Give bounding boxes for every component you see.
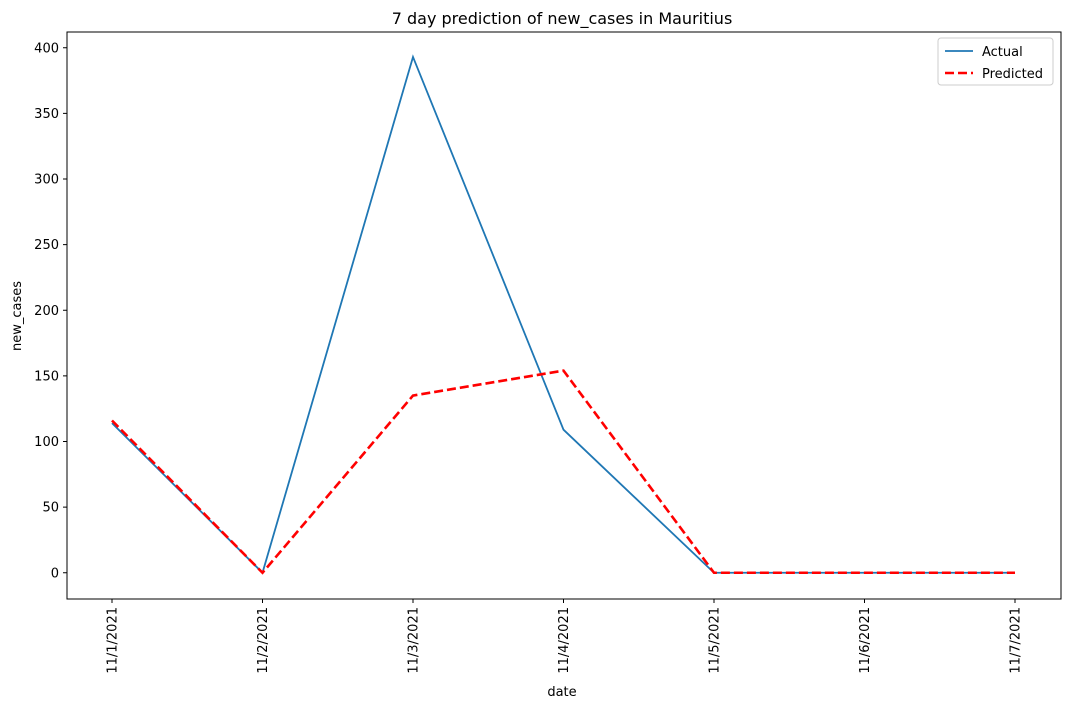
axes: 0 50 100 150 200 250 300 350 400 11/1/2021 11/2/20… [34, 31, 1062, 674]
x-tick-label: 11/1/2021 [106, 607, 121, 674]
y-tick-label: 250 [34, 238, 59, 253]
x-tick-label: 11/3/2021 [407, 607, 422, 674]
y-tick-label: 150 [34, 369, 59, 384]
y-tick-label: 200 [34, 304, 59, 319]
plot-frame [66, 31, 1062, 600]
legend-label-predicted: Predicted [982, 67, 1043, 82]
plot-area [111, 54, 1015, 575]
y-tick-label: 400 [34, 41, 59, 56]
chart-title: 7 day prediction of new_cases in Mauriti… [392, 9, 733, 29]
x-tick-label: 11/7/2021 [1009, 607, 1024, 674]
series-line-predicted [111, 369, 1015, 575]
y-axis-label: new_cases [10, 281, 25, 351]
y-tick-label: 0 [51, 566, 59, 581]
x-tick-label: 11/2/2021 [256, 607, 271, 674]
y-tick-label: 350 [34, 107, 59, 122]
y-tick-label: 100 [34, 435, 59, 450]
x-tick-label: 11/4/2021 [557, 607, 572, 674]
legend-label-actual: Actual [982, 45, 1023, 60]
legend: Actual Predicted [937, 37, 1054, 86]
series-line-actual [111, 54, 1015, 575]
y-tick-label: 300 [34, 173, 59, 188]
x-tick-label: 11/5/2021 [708, 607, 723, 674]
x-tick-label: 11/6/2021 [858, 607, 873, 674]
x-axis-label: date [547, 685, 576, 700]
y-tick-label: 50 [42, 501, 59, 516]
